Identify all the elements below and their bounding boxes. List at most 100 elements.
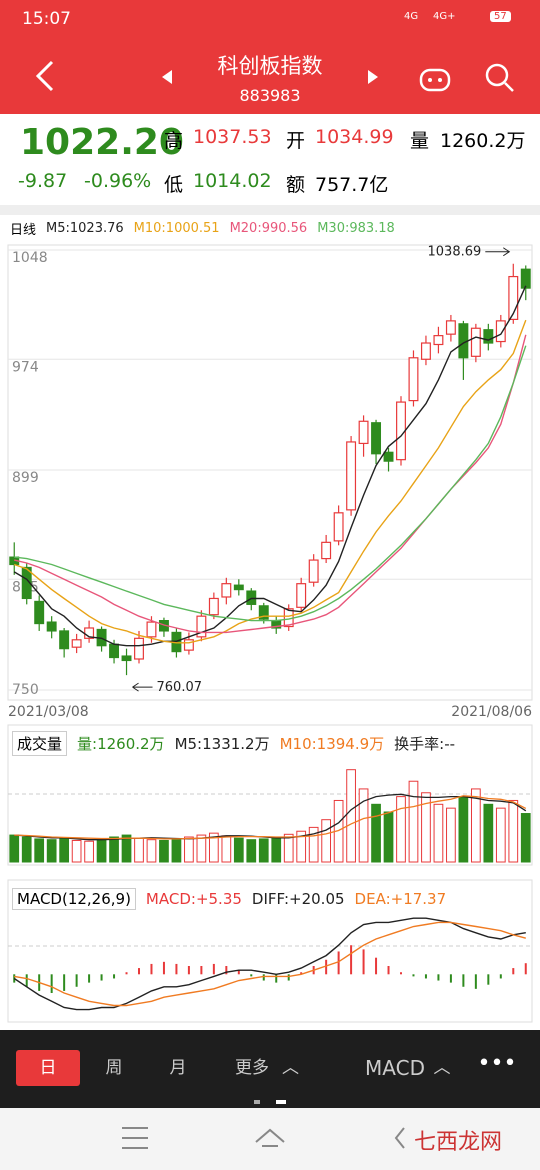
- candle-body: [420, 342, 431, 360]
- y-tick-label: 750: [12, 682, 39, 698]
- more-button[interactable]: •••: [477, 1051, 517, 1076]
- legend-item: 换手率:--: [394, 735, 456, 753]
- nav-bar: [0, 1108, 540, 1170]
- tab[interactable]: 更多: [235, 1058, 269, 1078]
- candle-body: [258, 605, 269, 620]
- legend-item: M10:1394.9万: [279, 735, 385, 753]
- volume-bar: [9, 834, 20, 863]
- volume-bar: [383, 811, 394, 863]
- prev-button[interactable]: [160, 68, 174, 86]
- volume-bar: [271, 836, 282, 863]
- volume-bar: [96, 838, 107, 863]
- candle-body: [21, 566, 32, 600]
- candle-body: [346, 441, 357, 511]
- volume-bar: [134, 837, 144, 863]
- volume-bar: [84, 840, 94, 863]
- next-button[interactable]: [366, 68, 380, 86]
- volume-bar: [358, 788, 369, 863]
- candle-body: [134, 637, 144, 660]
- period: 日线: [10, 223, 37, 238]
- legend-item: MACD:+5.35: [145, 890, 242, 908]
- volume-bar: [321, 819, 332, 863]
- candle-body: [371, 422, 382, 455]
- volume-bar: [121, 834, 132, 863]
- watermark: 七西龙网: [414, 1130, 503, 1155]
- price-frame: [7, 244, 533, 701]
- candle-body: [208, 597, 219, 616]
- label: 量: [410, 130, 430, 152]
- nav-home[interactable]: [255, 1128, 285, 1147]
- volume-bar: [495, 807, 506, 863]
- candle-body: [433, 335, 444, 346]
- candle-body: [383, 451, 394, 462]
- assistant-button[interactable]: [418, 62, 452, 92]
- volume-bar: [421, 792, 431, 863]
- volume-bar: [109, 836, 119, 863]
- volume: 1260.2万: [440, 130, 526, 152]
- min-label: 760.07: [157, 680, 203, 695]
- status-time: 15:07: [22, 9, 71, 29]
- macd-title[interactable]: MACD(12,26,9): [12, 888, 136, 910]
- volume-bar: [371, 803, 381, 863]
- volume-bar: [483, 803, 494, 863]
- title: 科创板指数: [217, 54, 323, 78]
- amount: 757.7亿: [315, 174, 389, 196]
- ma-line: [14, 334, 527, 634]
- volume-bar: [159, 839, 169, 863]
- indicator-button[interactable]: MACD: [365, 1056, 425, 1080]
- tab-caret: ︿: [282, 1058, 299, 1078]
- ma-line: [13, 319, 527, 644]
- volume-bar: [71, 839, 82, 863]
- candle-body: [408, 357, 419, 402]
- tab[interactable]: 日: [39, 1058, 57, 1078]
- candle-body: [59, 630, 70, 650]
- tab[interactable]: 周: [105, 1058, 123, 1078]
- volume-title[interactable]: 成交量: [12, 731, 68, 756]
- network: 4G+: [433, 11, 456, 22]
- page-dot: [276, 1100, 286, 1104]
- nav-back[interactable]: [394, 1127, 405, 1149]
- volume-bar: [446, 807, 456, 863]
- ma-line: [14, 345, 527, 622]
- price: 1022.20: [20, 122, 184, 163]
- volume-frame: [7, 724, 533, 866]
- legend-item: DIFF:+20.05: [251, 890, 345, 908]
- max-arrow: [485, 247, 511, 257]
- volume-bar: [34, 838, 45, 863]
- code: 883983: [239, 86, 301, 105]
- volume-bar: [246, 839, 257, 863]
- candle-body: [71, 639, 82, 648]
- label: 高: [164, 130, 184, 152]
- candle-body: [246, 590, 257, 605]
- volume-bar: [21, 836, 32, 863]
- legend-item: M5:1023.76: [46, 221, 124, 236]
- volume-bar: [46, 839, 57, 863]
- candle-body: [296, 583, 307, 608]
- ma-legend: 日线 M5:1023.76 M10:1000.51 M20:990.56 M30:983…: [10, 219, 395, 238]
- search-button[interactable]: [484, 62, 516, 94]
- tab[interactable]: 月: [169, 1058, 187, 1078]
- volume-bar: [233, 837, 244, 863]
- separator: [0, 205, 540, 215]
- back-button[interactable]: [30, 58, 60, 94]
- bottom-toolbar: [0, 1030, 540, 1108]
- nav-menu[interactable]: [122, 1127, 148, 1149]
- candle-body: [121, 655, 132, 662]
- candle-body: [520, 268, 531, 289]
- low: 1014.02: [193, 170, 272, 192]
- volume-bar: [396, 796, 406, 863]
- volume-ma-line: [14, 795, 527, 840]
- candle-body: [34, 600, 45, 625]
- header-bg: [0, 0, 540, 114]
- label: 额: [286, 174, 306, 196]
- macd-frame: [7, 879, 533, 1023]
- volume-bar: [458, 796, 469, 863]
- candle-body: [196, 615, 207, 638]
- max-label: 1038.69: [428, 245, 482, 260]
- candle-body: [321, 541, 332, 560]
- volume-bar: [520, 813, 531, 863]
- label: 低: [164, 174, 184, 196]
- volume-bar: [433, 803, 444, 863]
- network: 4G: [404, 11, 419, 22]
- legend-item: 量:1260.2万: [77, 735, 165, 753]
